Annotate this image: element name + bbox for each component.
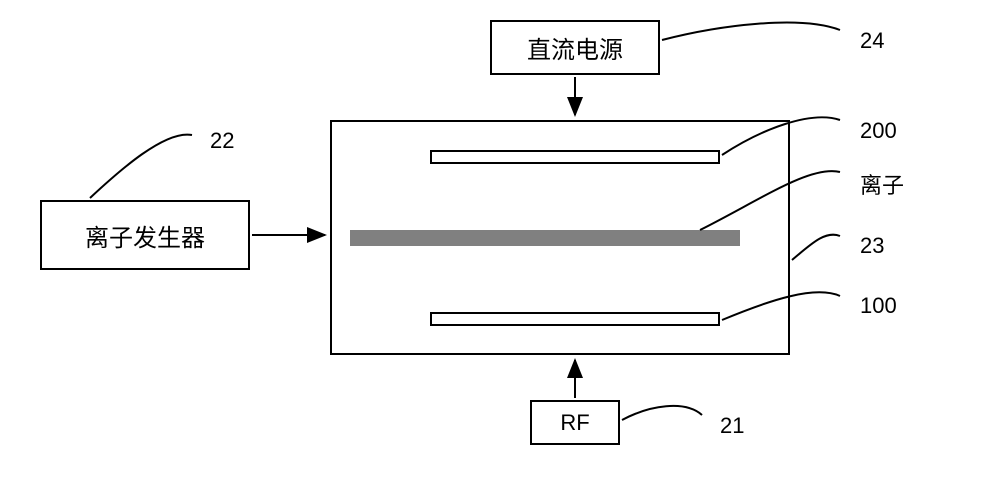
callout-ion: 离子 <box>860 168 904 200</box>
dc-power-label: 直流电源 <box>527 30 623 65</box>
ion-generator-label: 离子发生器 <box>85 218 205 253</box>
ion-beam <box>350 230 740 246</box>
rf-box: RF <box>530 400 620 445</box>
ion-generator-box: 离子发生器 <box>40 200 250 270</box>
rf-label: RF <box>560 410 589 436</box>
callout-24: 24 <box>860 28 884 54</box>
callout-22: 22 <box>210 128 234 154</box>
leader-23 <box>792 235 840 260</box>
dc-power-box: 直流电源 <box>490 20 660 75</box>
leader-22 <box>90 135 192 198</box>
callout-100: 100 <box>860 293 897 319</box>
top-electrode <box>430 150 720 164</box>
callout-21: 21 <box>720 413 744 439</box>
leader-24 <box>662 23 840 40</box>
callout-200: 200 <box>860 118 897 144</box>
callout-23: 23 <box>860 233 884 259</box>
leader-21 <box>622 406 702 420</box>
bottom-electrode <box>430 312 720 326</box>
